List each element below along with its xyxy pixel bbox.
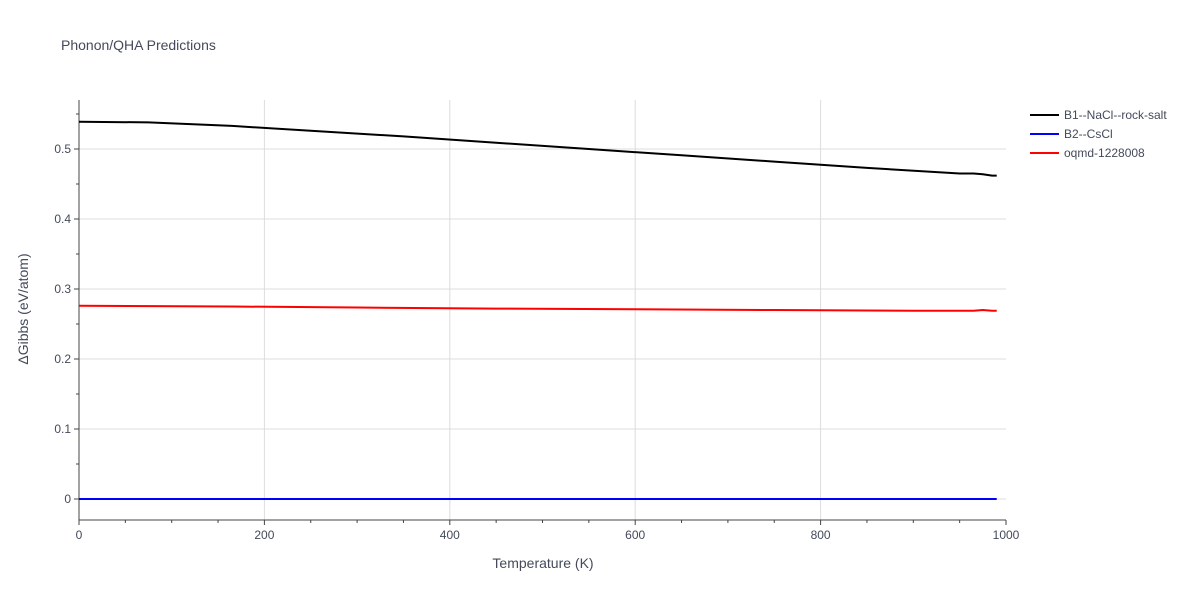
series-line-1: [78, 120, 997, 177]
y-tick-label: 0.5: [54, 142, 71, 156]
axes: 0 200 400 600 800 1000 0 0.1 0.2 0.3 0.4 0.5: [54, 100, 1020, 542]
x-tick-label: 200: [254, 528, 274, 542]
series-line-3: [78, 304, 997, 312]
x-axis-title: Temperature (K): [492, 555, 593, 571]
y-tick-label: 0.2: [54, 352, 71, 366]
chart-title: Phonon/QHA Predictions: [61, 37, 216, 53]
x-tick-label: 800: [811, 528, 831, 542]
legend-label: B1--NaCl--rock-salt: [1064, 108, 1167, 122]
y-tick-label: 0.3: [54, 282, 71, 296]
x-tick-label: 0: [76, 528, 83, 542]
series-layer: [78, 120, 997, 500]
legend[interactable]: B1--NaCl--rock-salt B2--CsCl oqmd-1228008: [1030, 108, 1167, 160]
legend-item[interactable]: B1--NaCl--rock-salt: [1030, 108, 1167, 122]
y-tick-label: 0: [64, 492, 71, 506]
legend-label: B2--CsCl: [1064, 127, 1113, 141]
legend-item[interactable]: B2--CsCl: [1030, 127, 1113, 141]
y-axis-title: ΔGibbs (eV/atom): [15, 253, 31, 364]
y-tick-label: 0.4: [54, 212, 71, 226]
y-tick-label: 0.1: [54, 422, 71, 436]
x-tick-label: 400: [440, 528, 460, 542]
x-tick-label: 600: [625, 528, 645, 542]
legend-item[interactable]: oqmd-1228008: [1030, 146, 1145, 160]
x-tick-label: 1000: [993, 528, 1020, 542]
legend-label: oqmd-1228008: [1064, 146, 1145, 160]
